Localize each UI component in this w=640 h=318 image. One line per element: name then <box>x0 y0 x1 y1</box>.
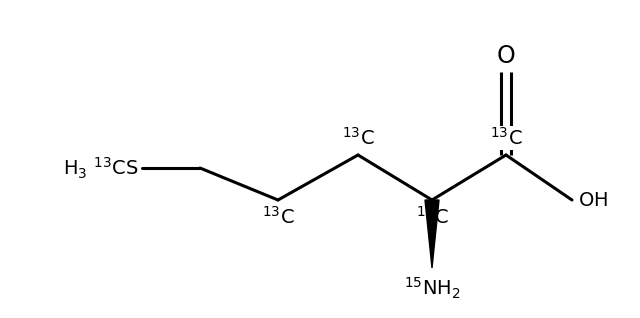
Text: $\mathsf{O}$: $\mathsf{O}$ <box>496 44 516 68</box>
Text: $\mathsf{H_3\ ^{13}CS}$: $\mathsf{H_3\ ^{13}CS}$ <box>63 156 138 181</box>
Text: $\mathsf{^{13}C}$: $\mathsf{^{13}C}$ <box>342 127 374 149</box>
Text: $\mathsf{^{13}C}$: $\mathsf{^{13}C}$ <box>490 127 522 149</box>
Text: $\mathsf{^{13}C}$: $\mathsf{^{13}C}$ <box>262 206 294 228</box>
Text: $\mathsf{OH}$: $\mathsf{OH}$ <box>578 190 608 210</box>
Text: $\mathsf{^{15}NH_2}$: $\mathsf{^{15}NH_2}$ <box>404 276 460 301</box>
Polygon shape <box>425 200 439 268</box>
Text: $\mathsf{^{13}C}$: $\mathsf{^{13}C}$ <box>415 206 449 228</box>
